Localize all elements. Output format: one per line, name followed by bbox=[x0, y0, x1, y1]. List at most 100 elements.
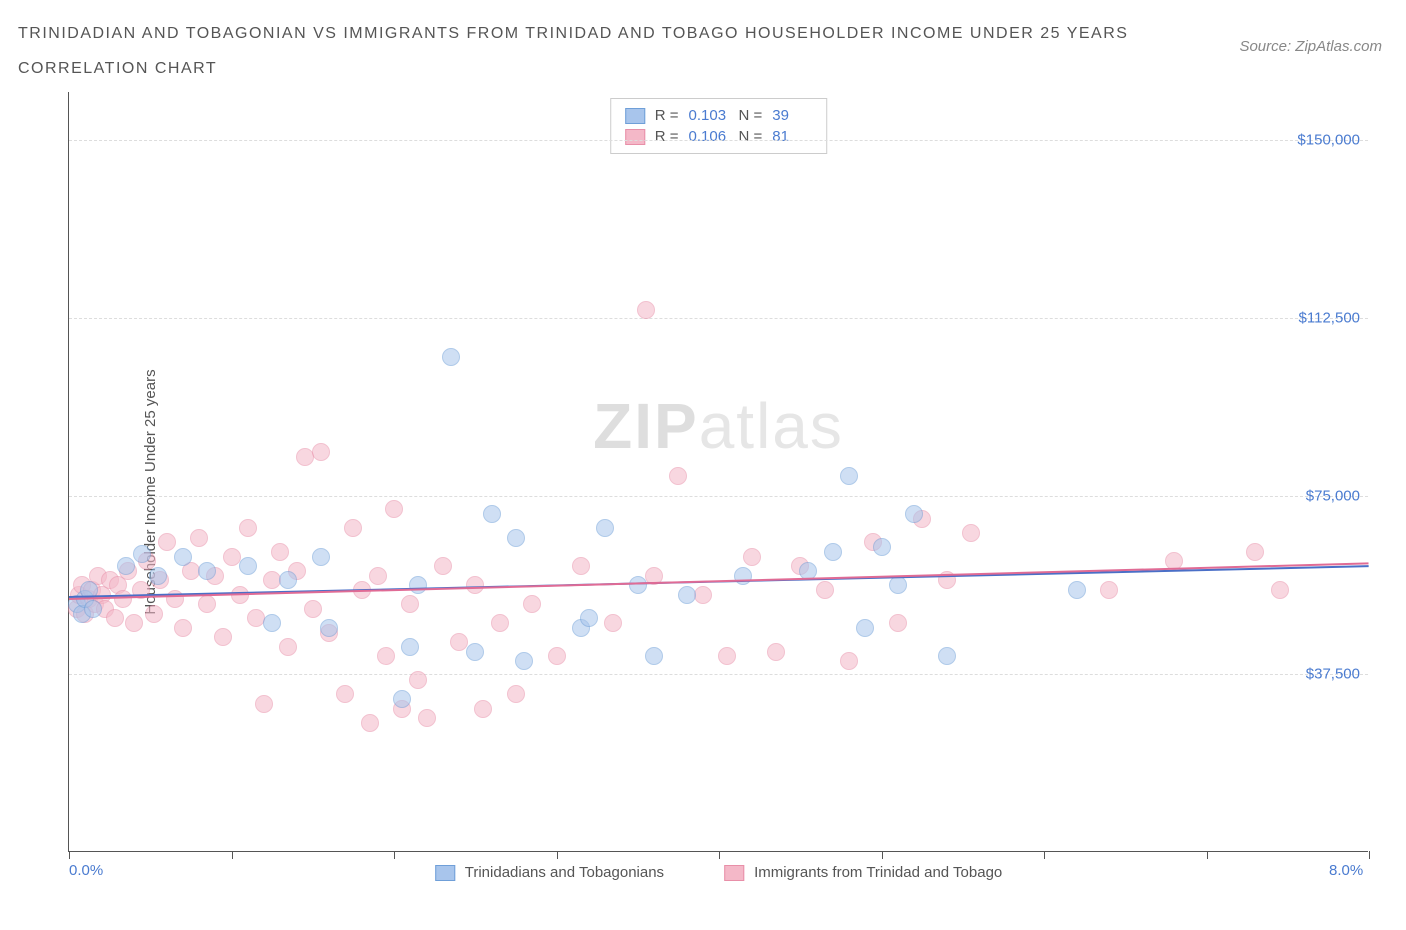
scatter-point bbox=[604, 614, 622, 632]
scatter-point bbox=[125, 614, 143, 632]
r-value: 0.106 bbox=[689, 128, 729, 145]
scatter-point bbox=[312, 443, 330, 461]
scatter-point bbox=[174, 548, 192, 566]
scatter-point bbox=[1068, 581, 1086, 599]
scatter-point bbox=[824, 543, 842, 561]
scatter-point bbox=[580, 609, 598, 627]
x-tick bbox=[1044, 851, 1045, 859]
scatter-point bbox=[523, 595, 541, 613]
title-line-1: TRINIDADIAN AND TOBAGONIAN VS IMMIGRANTS… bbox=[18, 25, 1128, 42]
r-label: R = bbox=[655, 107, 679, 124]
scatter-point bbox=[905, 505, 923, 523]
scatter-point bbox=[114, 590, 132, 608]
scatter-point bbox=[718, 647, 736, 665]
scatter-point bbox=[840, 652, 858, 670]
scatter-point bbox=[515, 652, 533, 670]
scatter-point bbox=[450, 633, 468, 651]
scatter-point bbox=[409, 671, 427, 689]
scatter-point bbox=[669, 467, 687, 485]
y-tick-label: $112,500 bbox=[1299, 309, 1360, 326]
x-tick-label: 0.0% bbox=[69, 862, 103, 879]
scatter-point bbox=[239, 557, 257, 575]
scatter-point bbox=[856, 619, 874, 637]
gridline bbox=[69, 674, 1368, 675]
x-tick-label: 8.0% bbox=[1329, 862, 1363, 879]
scatter-point bbox=[106, 609, 124, 627]
y-tick-label: $150,000 bbox=[1297, 131, 1360, 148]
scatter-point bbox=[889, 576, 907, 594]
watermark-bold: ZIP bbox=[593, 390, 699, 462]
scatter-point bbox=[409, 576, 427, 594]
x-tick bbox=[882, 851, 883, 859]
plot-area: ZIPatlas R =0.103N =39R =0.106N =81 Trin… bbox=[68, 92, 1368, 852]
scatter-point bbox=[1271, 581, 1289, 599]
r-label: R = bbox=[655, 128, 679, 145]
chart-title: TRINIDADIAN AND TOBAGONIAN VS IMMIGRANTS… bbox=[18, 16, 1128, 86]
y-tick-label: $37,500 bbox=[1306, 665, 1360, 682]
scatter-point bbox=[1100, 581, 1118, 599]
scatter-point bbox=[507, 529, 525, 547]
scatter-point bbox=[198, 562, 216, 580]
legend-swatch bbox=[435, 865, 455, 881]
gridline bbox=[69, 318, 1368, 319]
scatter-point bbox=[271, 543, 289, 561]
gridline bbox=[69, 496, 1368, 497]
scatter-point bbox=[145, 605, 163, 623]
scatter-point bbox=[401, 638, 419, 656]
scatter-point bbox=[816, 581, 834, 599]
scatter-point bbox=[938, 647, 956, 665]
legend-label: Trinidadians and Tobagonians bbox=[465, 864, 664, 881]
scatter-point bbox=[743, 548, 761, 566]
scatter-point bbox=[401, 595, 419, 613]
x-tick bbox=[232, 851, 233, 859]
scatter-point bbox=[491, 614, 509, 632]
y-tick-label: $75,000 bbox=[1306, 487, 1360, 504]
scatter-point bbox=[385, 500, 403, 518]
gridline bbox=[69, 140, 1368, 141]
scatter-point bbox=[255, 695, 273, 713]
scatter-point bbox=[239, 519, 257, 537]
legend-swatch bbox=[625, 129, 645, 145]
scatter-point bbox=[483, 505, 501, 523]
scatter-point bbox=[637, 301, 655, 319]
legend-label: Immigrants from Trinidad and Tobago bbox=[754, 864, 1002, 881]
n-value: 39 bbox=[772, 107, 812, 124]
n-value: 81 bbox=[772, 128, 812, 145]
legend-swatch bbox=[625, 108, 645, 124]
scatter-point bbox=[694, 586, 712, 604]
legend-stat-row: R = 0.103 N = 39 bbox=[625, 105, 813, 126]
scatter-point bbox=[263, 614, 281, 632]
scatter-point bbox=[678, 586, 696, 604]
legend-swatch bbox=[724, 865, 744, 881]
scatter-point bbox=[158, 533, 176, 551]
scatter-point bbox=[466, 576, 484, 594]
scatter-point bbox=[279, 638, 297, 656]
scatter-point bbox=[377, 647, 395, 665]
scatter-point bbox=[84, 600, 102, 618]
x-tick bbox=[394, 851, 395, 859]
x-tick bbox=[557, 851, 558, 859]
scatter-point bbox=[361, 714, 379, 732]
scatter-point bbox=[149, 567, 167, 585]
scatter-point bbox=[1246, 543, 1264, 561]
scatter-point bbox=[133, 545, 151, 563]
scatter-point bbox=[840, 467, 858, 485]
scatter-point bbox=[434, 557, 452, 575]
n-label: N = bbox=[739, 107, 763, 124]
scatter-point bbox=[304, 600, 322, 618]
scatter-point bbox=[767, 643, 785, 661]
watermark: ZIPatlas bbox=[593, 389, 844, 463]
scatter-point bbox=[962, 524, 980, 542]
scatter-point bbox=[312, 548, 330, 566]
source-label: Source: ZipAtlas.com bbox=[1239, 38, 1382, 55]
scatter-point bbox=[418, 709, 436, 727]
legend-item: Trinidadians and Tobagonians bbox=[435, 864, 664, 881]
scatter-point bbox=[247, 609, 265, 627]
legend-series: Trinidadians and Tobagonians Immigrants f… bbox=[435, 864, 1003, 881]
scatter-point bbox=[190, 529, 208, 547]
r-value: 0.103 bbox=[689, 107, 729, 124]
legend-stats: R =0.103N =39R =0.106N =81 bbox=[610, 98, 828, 154]
watermark-light: atlas bbox=[699, 390, 844, 462]
title-line-2: CORRELATION CHART bbox=[18, 60, 217, 77]
scatter-point bbox=[466, 643, 484, 661]
